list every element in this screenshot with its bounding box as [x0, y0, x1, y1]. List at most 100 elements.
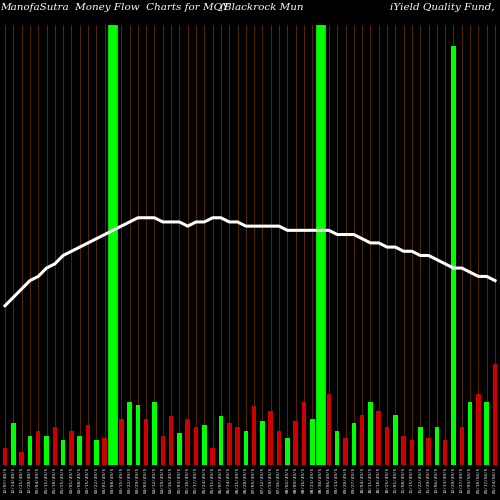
Bar — [460, 428, 464, 465]
Text: 01/18/49/5: 01/18/49/5 — [53, 467, 57, 493]
Bar — [169, 416, 173, 465]
Text: 08/09/49/5: 08/09/49/5 — [294, 467, 298, 493]
Text: 12/27/49/5: 12/27/49/5 — [460, 467, 464, 493]
Text: 09/06/49/5: 09/06/49/5 — [327, 467, 331, 493]
Text: 06/21/49/5: 06/21/49/5 — [236, 467, 240, 493]
Text: 05/31/49/5: 05/31/49/5 — [210, 467, 214, 493]
Text: 12/14/48/5: 12/14/48/5 — [12, 467, 16, 493]
Text: 06/28/49/5: 06/28/49/5 — [244, 467, 248, 493]
Text: 07/19/49/5: 07/19/49/5 — [269, 467, 273, 493]
Text: 01/10/50/5: 01/10/50/5 — [476, 467, 480, 493]
Bar — [443, 440, 448, 465]
Bar — [326, 394, 331, 465]
Bar — [78, 436, 82, 465]
Text: 07/05/49/5: 07/05/49/5 — [252, 467, 256, 493]
Text: 03/29/49/5: 03/29/49/5 — [136, 467, 140, 493]
Text: 06/14/49/5: 06/14/49/5 — [227, 467, 231, 493]
Bar — [2, 448, 7, 465]
Bar — [61, 440, 66, 465]
Bar — [94, 440, 98, 465]
Bar — [244, 432, 248, 465]
Bar — [36, 432, 40, 465]
Bar — [52, 428, 57, 465]
Text: 01/25/49/5: 01/25/49/5 — [61, 467, 65, 493]
Bar — [186, 419, 190, 465]
Bar — [434, 428, 439, 465]
Text: 11/29/49/5: 11/29/49/5 — [426, 467, 430, 493]
Bar — [119, 419, 124, 465]
Text: 08/16/49/5: 08/16/49/5 — [302, 467, 306, 493]
Text: 07/26/49/5: 07/26/49/5 — [277, 467, 281, 493]
Text: 12/20/49/5: 12/20/49/5 — [452, 467, 456, 493]
Text: 12/21/48/5: 12/21/48/5 — [20, 467, 24, 493]
Bar — [28, 436, 32, 465]
Bar — [110, 46, 115, 465]
Bar — [102, 438, 107, 465]
Bar — [218, 416, 223, 465]
Text: 12/28/48/5: 12/28/48/5 — [28, 467, 32, 493]
Bar — [227, 423, 232, 465]
Text: 05/24/49/5: 05/24/49/5 — [202, 467, 206, 493]
Text: (Blackrock Mun: (Blackrock Mun — [220, 3, 304, 12]
Bar — [343, 438, 348, 465]
Bar — [152, 402, 157, 465]
Bar — [285, 438, 290, 465]
Bar — [86, 425, 90, 465]
Bar — [426, 438, 431, 465]
Bar — [418, 428, 422, 465]
Bar — [160, 436, 165, 465]
Bar — [410, 440, 414, 465]
Bar — [385, 428, 390, 465]
Text: 04/05/49/5: 04/05/49/5 — [144, 467, 148, 493]
Bar — [11, 423, 16, 465]
Bar — [376, 410, 381, 465]
Text: 10/11/49/5: 10/11/49/5 — [368, 467, 372, 493]
Bar — [194, 428, 198, 465]
Text: 03/01/49/5: 03/01/49/5 — [102, 467, 106, 493]
Bar — [294, 422, 298, 465]
Bar — [484, 402, 489, 465]
Text: 04/19/49/5: 04/19/49/5 — [161, 467, 165, 493]
Bar — [393, 414, 398, 465]
Text: 12/07/48/5: 12/07/48/5 — [3, 467, 7, 493]
Text: 05/10/49/5: 05/10/49/5 — [186, 467, 190, 493]
Bar — [252, 406, 256, 465]
Text: 09/20/49/5: 09/20/49/5 — [344, 467, 347, 493]
Text: iYield Quality Fund,  Inc.: iYield Quality Fund, Inc. — [390, 3, 500, 12]
Text: 03/08/49/5: 03/08/49/5 — [111, 467, 115, 493]
Text: 11/15/49/5: 11/15/49/5 — [410, 467, 414, 493]
Text: 10/25/49/5: 10/25/49/5 — [385, 467, 389, 493]
Bar — [69, 432, 73, 465]
Text: 02/08/49/5: 02/08/49/5 — [78, 467, 82, 493]
Text: 08/30/49/5: 08/30/49/5 — [318, 467, 322, 493]
Bar — [451, 46, 456, 465]
Bar — [492, 364, 498, 465]
Text: 02/01/49/5: 02/01/49/5 — [70, 467, 73, 493]
Text: 01/03/50/5: 01/03/50/5 — [468, 467, 472, 493]
Text: 12/13/49/5: 12/13/49/5 — [443, 467, 447, 493]
Text: 01/17/50/5: 01/17/50/5 — [484, 467, 488, 493]
Bar — [260, 422, 264, 465]
Text: 07/12/49/5: 07/12/49/5 — [260, 467, 264, 493]
Text: 04/26/49/5: 04/26/49/5 — [169, 467, 173, 493]
Bar — [368, 402, 372, 465]
Bar — [236, 428, 240, 465]
Text: 08/02/49/5: 08/02/49/5 — [286, 467, 290, 493]
Bar — [177, 433, 182, 465]
Bar — [302, 402, 306, 465]
Bar — [144, 419, 148, 465]
Text: 05/17/49/5: 05/17/49/5 — [194, 467, 198, 493]
Text: 02/15/49/5: 02/15/49/5 — [86, 467, 90, 493]
Bar — [318, 348, 323, 465]
Bar — [476, 394, 480, 465]
Bar — [310, 419, 314, 465]
Bar — [44, 436, 49, 465]
Bar — [360, 414, 364, 465]
Text: 09/27/49/5: 09/27/49/5 — [352, 467, 356, 493]
Text: 10/18/49/5: 10/18/49/5 — [376, 467, 380, 493]
Text: 09/13/49/5: 09/13/49/5 — [335, 467, 339, 493]
Text: 03/15/49/5: 03/15/49/5 — [120, 467, 124, 493]
Text: 03/22/49/5: 03/22/49/5 — [128, 467, 132, 493]
Text: 11/22/49/5: 11/22/49/5 — [418, 467, 422, 493]
Text: 12/06/49/5: 12/06/49/5 — [435, 467, 439, 493]
